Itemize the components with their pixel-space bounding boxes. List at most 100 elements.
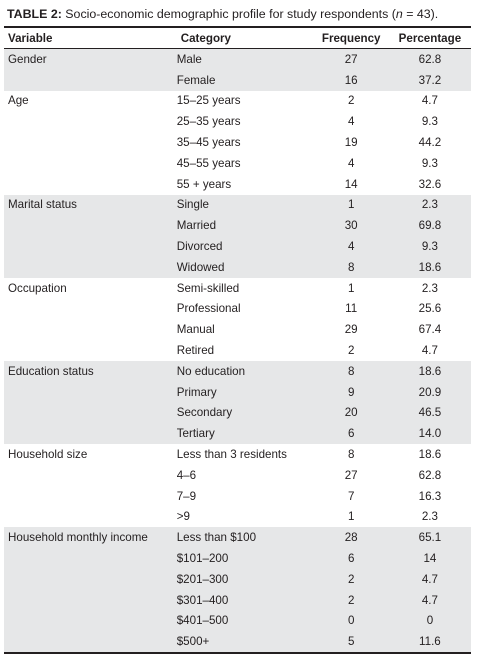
caption-label: TABLE 2: <box>7 7 62 21</box>
cell-percentage: 62.8 <box>388 48 471 70</box>
cell-variable: Gender <box>4 48 177 70</box>
cell-category: Manual <box>176 323 215 337</box>
cell-frequency: 4 <box>347 115 355 129</box>
table-row: Tertiary 6 14.0 <box>4 423 471 445</box>
table-row: Occupation Semi-skilled 1 2.3 <box>4 278 471 299</box>
header-row: Variable Category Frequency Percentage <box>4 27 471 49</box>
cell-percentage: 4.7 <box>388 589 471 611</box>
table-row: $301–400 2 4.7 <box>4 589 471 611</box>
cell-frequency: 2 <box>347 344 355 358</box>
table-body: Gender Male 27 62.8 Female 16 37.2 Age 15–25 yea… <box>4 48 471 654</box>
cell-category: Tertiary <box>176 423 314 445</box>
cell-frequency: 27 <box>313 48 389 70</box>
table-row: 4–6 27 62.8 <box>4 465 471 486</box>
cell-percentage: 65.1 <box>388 527 471 549</box>
table-row: Widowed 8 18.6 <box>4 256 471 278</box>
cell-frequency: 8 <box>347 448 355 462</box>
caption-text: Socio-economic demographic profile for s… <box>61 7 396 21</box>
cell-variable <box>4 69 177 91</box>
cell-variable <box>4 423 177 445</box>
cell-percentage: 18.6 <box>388 360 471 382</box>
table-row: $101–200 6 14 <box>4 548 471 569</box>
cell-percentage: 62.8 <box>418 468 442 482</box>
table-row: Female 16 37.2 <box>4 69 471 91</box>
cell-variable <box>4 381 177 403</box>
table-row: Primary 9 20.9 <box>4 381 471 403</box>
cell-variable <box>4 256 177 278</box>
cell-frequency: 0 <box>313 610 389 632</box>
cell-variable <box>4 486 177 507</box>
cell-percentage: 9.3 <box>388 236 471 257</box>
cell-variable <box>4 132 177 153</box>
cell-frequency: 19 <box>344 136 358 150</box>
cell-category: Retired <box>176 344 215 358</box>
table-row: 25–35 years 4 9.3 <box>4 111 471 132</box>
cell-frequency: 6 <box>313 423 389 445</box>
cell-variable: Education status <box>4 360 177 382</box>
cell-frequency: 2 <box>347 94 355 108</box>
cell-variable <box>4 589 177 611</box>
cell-frequency: 9 <box>313 381 389 403</box>
header-category: Category <box>176 27 314 49</box>
cell-frequency: 4 <box>347 156 355 170</box>
cell-frequency: 20 <box>313 402 389 424</box>
cell-variable: Occupation <box>8 281 67 295</box>
cell-category: Secondary <box>176 402 314 424</box>
cell-variable <box>4 236 177 257</box>
cell-percentage: 18.6 <box>388 256 471 278</box>
cell-frequency: 16 <box>313 69 389 91</box>
cell-percentage: 14.0 <box>388 423 471 445</box>
cell-variable <box>4 402 177 424</box>
cell-percentage: 18.6 <box>418 448 442 462</box>
table-row: Married 30 69.8 <box>4 215 471 237</box>
cell-frequency: 8 <box>313 256 389 278</box>
cell-frequency: 5 <box>313 631 389 654</box>
cell-category: $500+ <box>176 631 314 654</box>
table-row: $500+ 5 11.6 <box>4 631 471 654</box>
cell-percentage: 32.6 <box>418 177 442 191</box>
cell-category: Primary <box>176 381 314 403</box>
cell-category: $101–200 <box>176 548 314 569</box>
table-caption: TABLE 2: Socio-economic demographic prof… <box>4 6 482 23</box>
cell-category: Divorced <box>176 236 314 257</box>
cell-variable: Household monthly income <box>4 527 177 549</box>
cell-variable <box>4 507 177 528</box>
table-row: Manual 29 67.4 <box>4 319 471 340</box>
table-row: Education status No education 8 18.6 <box>4 360 471 382</box>
cell-percentage: 2.3 <box>421 510 438 524</box>
cell-frequency: 29 <box>344 323 358 337</box>
cell-frequency: 7 <box>347 489 355 503</box>
cell-variable <box>4 631 177 654</box>
table-row: 45–55 years 4 9.3 <box>4 153 471 174</box>
table-row: Retired 2 4.7 <box>4 340 471 361</box>
cell-category: Widowed <box>176 256 314 278</box>
cell-variable: Marital status <box>4 194 177 216</box>
cell-percentage: 69.8 <box>388 215 471 237</box>
table-row: 55 + years 14 32.6 <box>4 174 471 195</box>
cell-variable <box>4 153 177 174</box>
cell-frequency: 14 <box>344 177 358 191</box>
table-row: 7–9 7 16.3 <box>4 486 471 507</box>
cell-category: Less than $100 <box>176 527 314 549</box>
cell-percentage: 20.9 <box>388 381 471 403</box>
cell-variable: Age <box>8 94 29 108</box>
cell-percentage: 25.6 <box>418 302 442 316</box>
cell-category: Married <box>176 215 314 237</box>
cell-percentage: 11.6 <box>388 631 471 654</box>
table-row: 35–45 years 19 44.2 <box>4 132 471 153</box>
table-row: $401–500 0 0 <box>4 610 471 632</box>
cell-category: Semi-skilled <box>176 281 240 295</box>
cell-category: No education <box>176 360 314 382</box>
cell-variable <box>4 610 177 632</box>
table-row: Household monthly income Less than $100 28… <box>4 527 471 549</box>
cell-variable <box>4 465 177 486</box>
demographic-table: Variable Category Frequency Percentage G… <box>4 26 471 655</box>
cell-variable <box>4 319 177 340</box>
cell-percentage: 0 <box>388 610 471 632</box>
cell-frequency: 1 <box>347 281 355 295</box>
table-header: Variable Category Frequency Percentage <box>4 27 471 49</box>
cell-percentage: 9.3 <box>421 115 438 129</box>
cell-frequency: 30 <box>313 215 389 237</box>
table-row: >9 1 2.3 <box>4 507 471 528</box>
